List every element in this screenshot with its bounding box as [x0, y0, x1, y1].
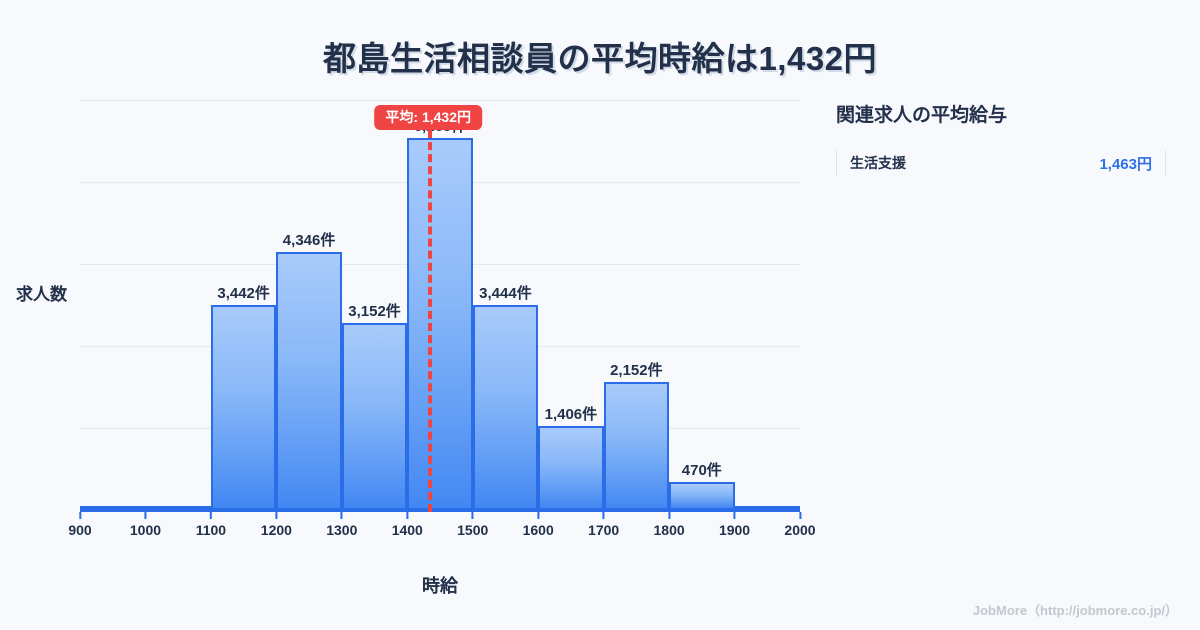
x-axis-baseline — [80, 510, 800, 512]
histogram-bar[interactable] — [145, 506, 211, 510]
tick-label: 1100 — [195, 522, 227, 538]
average-badge: 平均: 1,432円 — [374, 105, 482, 130]
related-salary-row[interactable]: 生活支援 1,463円 — [836, 148, 1166, 178]
tick-label: 2000 — [784, 522, 816, 538]
x-axis-tick: 1300 — [326, 512, 357, 538]
related-salary-heading: 関連求人の平均給与 — [836, 105, 1008, 126]
tick-label: 1900 — [718, 522, 751, 538]
tick-label: 1200 — [260, 522, 292, 538]
tick-label: 1600 — [522, 522, 554, 538]
histogram-bar[interactable] — [734, 506, 800, 510]
tick-mark — [406, 512, 409, 519]
x-axis-tick: 900 — [68, 512, 92, 538]
related-salary-row-label: 生活支援 — [850, 155, 906, 171]
x-axis-title: 時給 — [422, 576, 458, 596]
histogram-bar[interactable]: 3,444件 — [472, 285, 539, 510]
bar-value-label: 3,152件 — [348, 302, 401, 320]
tick-mark — [471, 512, 474, 519]
tick-mark — [602, 512, 605, 519]
x-axis-tick: 1000 — [130, 512, 161, 538]
tick-mark — [78, 512, 81, 519]
tick-label: 1700 — [588, 522, 620, 538]
tick-label: 1800 — [653, 522, 685, 538]
tick-mark — [668, 512, 671, 519]
tick-mark — [733, 512, 736, 519]
x-axis-ticks: 900 1000 1100 1200 1300 1400 1500 1600 1700 1800 1… — [68, 512, 816, 542]
bar-value-label: 3,444件 — [479, 285, 532, 303]
footer-watermark: JobMore（http://jobmore.co.jp/） — [972, 603, 1178, 618]
gridline — [80, 100, 800, 101]
x-axis-tick: 1200 — [261, 512, 292, 538]
histogram-bar[interactable]: 6,265件 — [407, 118, 473, 510]
histogram-chart: 求人数 3,442件 4,346件 3,152件 6,265件 3,444件 1,406件… — [16, 100, 816, 596]
bar-series: 3,442件 4,346件 3,152件 6,265件 3,444件 1,406件 2,15… — [80, 100, 800, 510]
x-axis-tick: 1100 — [196, 512, 226, 538]
tick-label: 1300 — [326, 522, 358, 538]
histogram-bar[interactable]: 4,346件 — [276, 232, 342, 510]
histogram-bar[interactable]: 3,152件 — [341, 303, 408, 510]
page-title: 都島生活相談員の平均時給は1,432円 — [322, 40, 878, 77]
tick-mark — [340, 512, 343, 519]
histogram-bar[interactable]: 2,152件 — [603, 362, 670, 510]
average-line — [428, 130, 433, 512]
x-axis-tick: 1600 — [523, 512, 554, 538]
x-axis-tick: 2000 — [784, 512, 816, 538]
tick-mark — [537, 512, 540, 519]
histogram-bar[interactable] — [80, 506, 146, 510]
tick-mark — [209, 512, 212, 519]
related-salary-rows: 生活支援 1,463円 — [836, 148, 1166, 178]
related-salary-panel: 関連求人の平均給与 生活支援 1,463円 — [836, 100, 1166, 178]
bar-value-label: 1,406件 — [544, 406, 598, 424]
histogram-bar[interactable]: 1,406件 — [538, 406, 604, 510]
bar-value-label: 470件 — [681, 462, 722, 480]
histogram-bar[interactable]: 470件 — [669, 462, 735, 510]
x-axis-tick: 1900 — [719, 512, 750, 538]
tick-label: 1500 — [457, 522, 489, 538]
x-axis-tick: 1400 — [392, 512, 423, 538]
x-axis-tick: 1800 — [654, 512, 685, 538]
histogram-bar[interactable]: 3,442件 — [210, 285, 277, 510]
y-axis-title: 求人数 — [16, 285, 67, 304]
bar-value-label: 4,346件 — [282, 231, 336, 249]
tick-label: 1000 — [129, 522, 162, 538]
tick-label: 900 — [68, 522, 92, 538]
related-salary-row-value: 1,463円 — [1099, 155, 1152, 173]
tick-mark — [275, 512, 278, 519]
tick-mark — [799, 512, 801, 519]
bar-value-label: 2,152件 — [610, 362, 663, 380]
x-axis-tick: 1700 — [588, 512, 619, 538]
bar-value-label: 3,442件 — [217, 285, 270, 303]
plot-area: 3,442件 4,346件 3,152件 6,265件 3,444件 1,406件 2,15… — [80, 100, 800, 510]
tick-mark — [144, 512, 147, 519]
x-axis-tick: 1500 — [457, 512, 488, 538]
tick-label: 1400 — [391, 522, 423, 538]
